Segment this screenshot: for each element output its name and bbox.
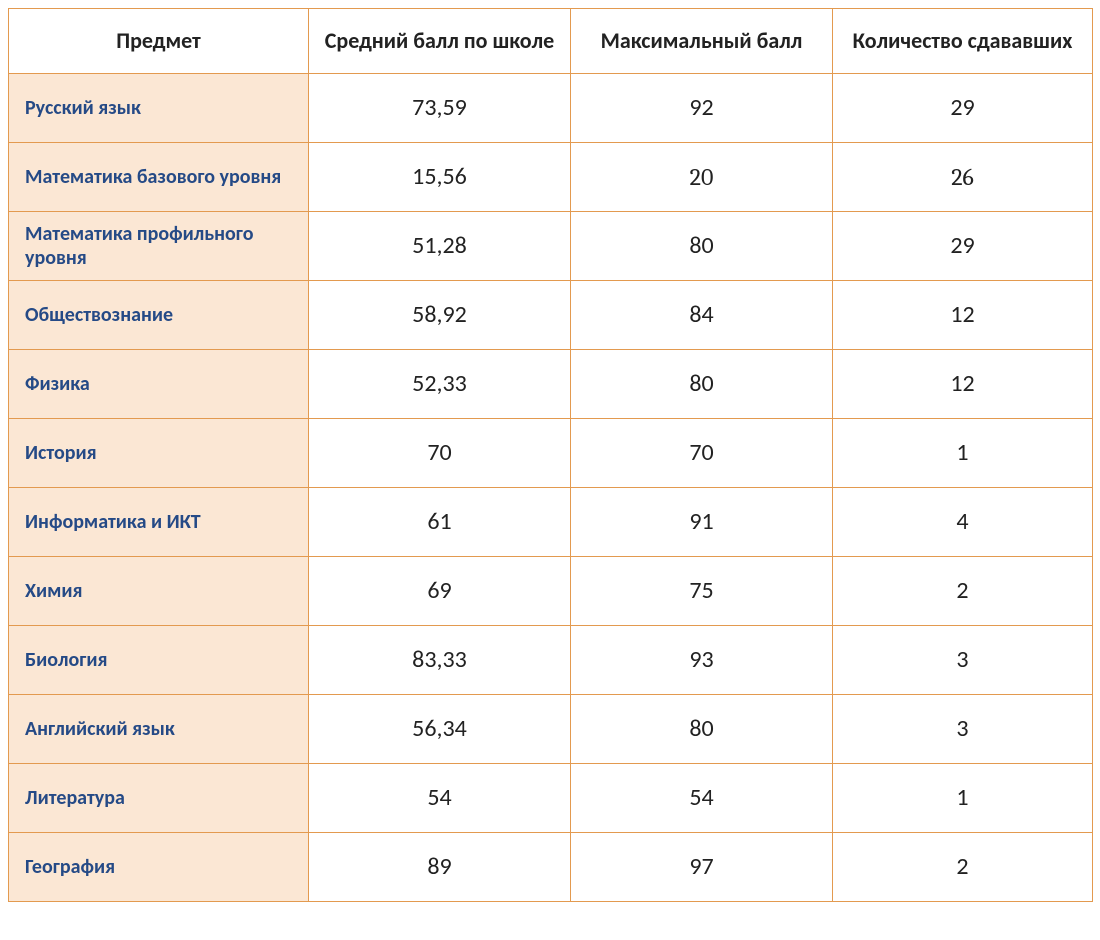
- table-row: География89972: [9, 832, 1093, 901]
- subject-cell: Обществознание: [9, 280, 309, 349]
- avg-cell: 15,56: [309, 142, 571, 211]
- subject-cell: Математика базового уровня: [9, 142, 309, 211]
- count-cell: 1: [833, 418, 1093, 487]
- table-row: Литература54541: [9, 763, 1093, 832]
- table-row: Физика52,338012: [9, 349, 1093, 418]
- avg-cell: 54: [309, 763, 571, 832]
- table-row: Русский язык73,599229: [9, 73, 1093, 142]
- max-cell: 84: [571, 280, 833, 349]
- subject-cell: Математика профильного уровня: [9, 211, 309, 280]
- max-cell: 54: [571, 763, 833, 832]
- col-header-count: Количество сдававших: [833, 9, 1093, 74]
- subject-cell: Русский язык: [9, 73, 309, 142]
- avg-cell: 83,33: [309, 625, 571, 694]
- table-row: Биология83,33933: [9, 625, 1093, 694]
- avg-cell: 51,28: [309, 211, 571, 280]
- col-header-max: Максимальный балл: [571, 9, 833, 74]
- subject-cell: Химия: [9, 556, 309, 625]
- count-cell: 29: [833, 73, 1093, 142]
- count-cell: 3: [833, 625, 1093, 694]
- count-cell: 2: [833, 832, 1093, 901]
- avg-cell: 73,59: [309, 73, 571, 142]
- avg-cell: 58,92: [309, 280, 571, 349]
- table-row: Обществознание58,928412: [9, 280, 1093, 349]
- subject-cell: География: [9, 832, 309, 901]
- count-cell: 29: [833, 211, 1093, 280]
- table-container: Предмет Средний балл по школе Максимальн…: [0, 0, 1100, 910]
- count-cell: 12: [833, 280, 1093, 349]
- avg-cell: 56,34: [309, 694, 571, 763]
- max-cell: 80: [571, 211, 833, 280]
- table-row: История70701: [9, 418, 1093, 487]
- max-cell: 80: [571, 349, 833, 418]
- max-cell: 20: [571, 142, 833, 211]
- avg-cell: 61: [309, 487, 571, 556]
- table-row: Математика базового уровня15,562026: [9, 142, 1093, 211]
- max-cell: 70: [571, 418, 833, 487]
- avg-cell: 70: [309, 418, 571, 487]
- max-cell: 93: [571, 625, 833, 694]
- subject-cell: История: [9, 418, 309, 487]
- avg-cell: 89: [309, 832, 571, 901]
- col-header-subject: Предмет: [9, 9, 309, 74]
- table-row: Английский язык56,34803: [9, 694, 1093, 763]
- col-header-avg: Средний балл по школе: [309, 9, 571, 74]
- count-cell: 4: [833, 487, 1093, 556]
- count-cell: 26: [833, 142, 1093, 211]
- max-cell: 75: [571, 556, 833, 625]
- table-row: Математика профильного уровня51,288029: [9, 211, 1093, 280]
- subject-cell: Информатика и ИКТ: [9, 487, 309, 556]
- avg-cell: 52,33: [309, 349, 571, 418]
- table-row: Информатика и ИКТ61914: [9, 487, 1093, 556]
- subject-cell: Английский язык: [9, 694, 309, 763]
- table-row: Химия69752: [9, 556, 1093, 625]
- scores-table: Предмет Средний балл по школе Максимальн…: [8, 8, 1093, 902]
- header-row: Предмет Средний балл по школе Максимальн…: [9, 9, 1093, 74]
- table-body: Русский язык73,599229Математика базового…: [9, 73, 1093, 901]
- count-cell: 3: [833, 694, 1093, 763]
- avg-cell: 69: [309, 556, 571, 625]
- count-cell: 1: [833, 763, 1093, 832]
- max-cell: 80: [571, 694, 833, 763]
- subject-cell: Литература: [9, 763, 309, 832]
- count-cell: 12: [833, 349, 1093, 418]
- max-cell: 91: [571, 487, 833, 556]
- max-cell: 97: [571, 832, 833, 901]
- max-cell: 92: [571, 73, 833, 142]
- subject-cell: Биология: [9, 625, 309, 694]
- subject-cell: Физика: [9, 349, 309, 418]
- count-cell: 2: [833, 556, 1093, 625]
